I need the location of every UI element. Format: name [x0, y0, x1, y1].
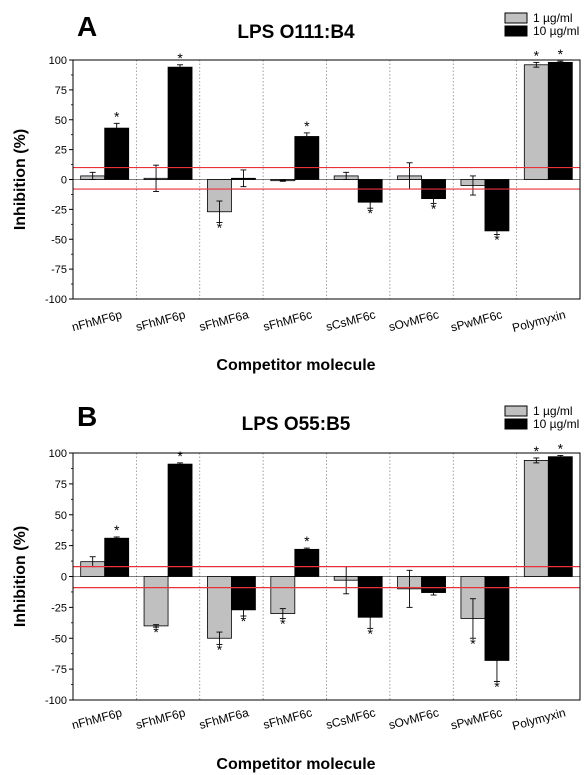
legend-label-1ug: 1 µg/ml: [533, 11, 573, 25]
y-tick-label: -75: [51, 264, 67, 276]
y-axis-label: Inhibition (%): [12, 129, 29, 230]
bar: [547, 61, 573, 180]
legend-label-10ug: 10 µg/ml: [533, 24, 579, 38]
y-axis-label: Inhibition (%): [12, 526, 29, 627]
y-tick-label: -100: [45, 294, 67, 306]
significance-star: *: [304, 533, 310, 549]
bar: [167, 66, 193, 180]
significance-star: *: [558, 46, 564, 62]
significance-star: *: [470, 635, 476, 651]
significance-star: *: [494, 678, 500, 694]
y-tick-label: -75: [51, 664, 67, 676]
y-tick-label: -50: [51, 234, 67, 246]
x-tick-label: sPwMF6c: [449, 307, 504, 334]
legend-label-1ug: 1 µg/ml: [533, 404, 573, 418]
y-tick-label: 0: [61, 175, 67, 187]
legend-swatch-10ug: [504, 25, 528, 37]
bar: [104, 537, 130, 577]
legend: 1 µg/ml 10 µg/ml: [504, 11, 579, 38]
y-tick-label: 100: [49, 55, 67, 67]
panel-letter: A: [77, 11, 97, 42]
legend-label-10ug: 10 µg/ml: [533, 417, 579, 431]
bar: [143, 576, 169, 627]
bar: [167, 463, 193, 577]
x-tick-label: sFhMF6p: [134, 705, 187, 732]
bar: [547, 456, 573, 577]
bar: [523, 460, 549, 577]
significance-star: *: [241, 613, 247, 629]
bar: [294, 548, 320, 577]
legend-swatch-1ug: [504, 12, 528, 24]
significance-star: *: [494, 231, 500, 247]
significance-star: *: [280, 615, 286, 631]
y-tick-label: -50: [51, 633, 67, 645]
x-tick-label: sOvMF6c: [387, 705, 440, 732]
y-tick-label: 50: [55, 510, 67, 522]
chart-panel-a: A LPS O111:B4 Inhibition (%) Competitor …: [12, 11, 581, 374]
y-tick-label: 25: [55, 145, 67, 157]
x-tick-label: sFhMF6c: [262, 307, 314, 333]
significance-star: *: [534, 443, 540, 459]
bar: [523, 64, 549, 180]
x-tick-label: nFhMF6p: [70, 705, 124, 732]
y-tick-label: -25: [51, 204, 67, 216]
x-tick-label: sFhMF6a: [198, 307, 251, 334]
bar: [104, 127, 130, 180]
y-tick-label: 25: [55, 541, 67, 553]
legend: 1 µg/ml 10 µg/ml: [504, 404, 579, 431]
bar: [294, 136, 320, 180]
x-tick-label: Polymyxin: [511, 705, 567, 733]
plot-area: * * * * * * * * * * * * 100 75 50 25 0 -25 -50 -75 -100nFhMF…: [45, 440, 581, 733]
x-tick-label: sCsMF6c: [324, 705, 377, 732]
panel-letter: B: [77, 401, 97, 432]
x-tick-label: nFhMF6p: [70, 307, 124, 334]
chart-title: LPS O55:B5: [242, 414, 351, 435]
significance-star: *: [534, 47, 540, 63]
significance-star: *: [114, 108, 120, 124]
significance-star: *: [431, 200, 437, 216]
significance-star: *: [304, 118, 310, 134]
x-tick-label: sCsMF6c: [324, 307, 377, 334]
significance-star: *: [367, 625, 373, 641]
significance-star: *: [217, 220, 223, 236]
bar: [484, 179, 510, 232]
x-tick-label: sFhMF6a: [198, 705, 251, 732]
significance-star: *: [367, 205, 373, 221]
legend-swatch-10ug: [504, 418, 528, 430]
significance-star: *: [114, 522, 120, 538]
significance-star: *: [153, 624, 159, 640]
significance-star: *: [177, 50, 183, 66]
y-tick-label: -100: [45, 695, 67, 707]
x-axis-label: Competitor molecule: [216, 756, 375, 773]
y-tick-label: 50: [55, 115, 67, 127]
x-axis-label: Competitor molecule: [216, 357, 375, 374]
chart-title: LPS O111:B4: [237, 22, 355, 43]
x-tick-label: sFhMF6c: [262, 705, 314, 731]
significance-star: *: [177, 448, 183, 464]
bar: [270, 576, 296, 614]
significance-star: *: [558, 440, 564, 456]
significance-star: *: [217, 641, 223, 657]
y-tick-label: 75: [55, 85, 67, 97]
bar: [207, 576, 232, 639]
x-tick-label: sOvMF6c: [387, 307, 440, 334]
y-tick-label: 75: [55, 479, 67, 491]
chart-panel-b: B LPS O55:B5 Inhibition (%) Competitor m…: [12, 401, 581, 773]
y-tick-label: 100: [49, 448, 67, 460]
y-tick-label: -25: [51, 602, 67, 614]
legend-swatch-1ug: [504, 405, 528, 417]
y-tick-label: 0: [61, 572, 67, 584]
x-tick-label: sPwMF6c: [449, 705, 504, 732]
x-tick-label: Polymyxin: [511, 307, 567, 335]
x-tick-label: sFhMF6p: [134, 307, 187, 334]
